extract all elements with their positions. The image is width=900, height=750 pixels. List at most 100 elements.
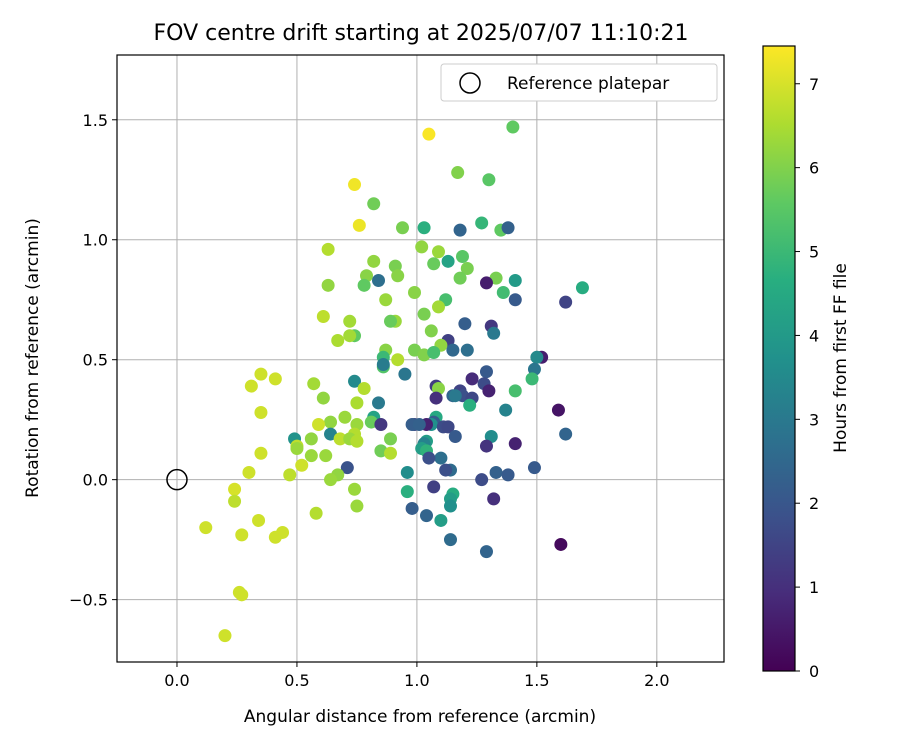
colorbar-label: Hours from first FF file [831, 263, 851, 453]
colorbar-tick-label: 1 [809, 578, 819, 597]
data-point [324, 415, 338, 429]
colorbar-tick-label: 4 [809, 326, 819, 345]
colorbar-tick-label: 7 [809, 75, 819, 94]
legend-marker-open-circle [459, 72, 481, 94]
data-point [357, 278, 371, 292]
data-point [530, 350, 544, 364]
x-tick-label: 2.0 [644, 671, 669, 690]
data-point [460, 262, 474, 276]
x-tick-label: 0.5 [284, 671, 309, 690]
data-point [340, 461, 354, 475]
data-point [441, 420, 455, 434]
x-tick-label: 0.0 [164, 671, 189, 690]
data-point [384, 446, 398, 460]
data-point [441, 254, 455, 268]
data-point [487, 492, 501, 506]
data-points [199, 120, 589, 643]
data-point [333, 432, 347, 446]
data-point [446, 343, 460, 357]
data-point [499, 403, 513, 417]
data-point [316, 391, 330, 405]
data-point [391, 353, 405, 367]
data-point [218, 629, 232, 643]
data-point [290, 441, 304, 455]
data-point [400, 465, 414, 479]
data-point [559, 427, 573, 441]
data-point [482, 173, 496, 187]
data-point [479, 276, 493, 290]
data-point [439, 463, 453, 477]
data-point [321, 242, 335, 256]
data-point [408, 343, 422, 357]
colorbar-tick-label: 5 [809, 243, 819, 262]
x-axis-ticks: 0.0 0.5 1.0 1.5 2.0 [164, 662, 670, 690]
data-point [367, 254, 381, 268]
data-point [384, 314, 398, 328]
data-point [451, 166, 465, 180]
data-point [429, 391, 443, 405]
y-axis-label: Rotation from reference (arcmin) [23, 218, 43, 498]
colorbar-gradient [762, 45, 796, 672]
x-tick-label: 1.0 [404, 671, 429, 690]
data-point [484, 429, 498, 443]
plot-frame [116, 54, 725, 663]
data-point [379, 293, 393, 307]
data-point [417, 221, 431, 235]
data-point [527, 461, 541, 475]
data-point [400, 485, 414, 499]
data-point [357, 381, 371, 395]
data-point [479, 439, 493, 453]
data-point [489, 271, 503, 285]
data-point [415, 240, 429, 254]
data-point [268, 530, 282, 544]
data-point [324, 473, 338, 487]
data-point [343, 329, 357, 343]
x-axis-label: Angular distance from reference (arcmin) [244, 707, 596, 727]
y-tick-label: −0.5 [69, 591, 108, 610]
data-point [254, 446, 268, 460]
data-point [434, 513, 448, 527]
data-point [309, 506, 323, 520]
data-point [508, 293, 522, 307]
data-point [506, 120, 520, 134]
data-point [551, 403, 565, 417]
legend-box [440, 63, 718, 102]
data-point [372, 274, 386, 288]
data-point [427, 480, 441, 494]
data-point [434, 451, 448, 465]
data-point [417, 307, 431, 321]
data-point [427, 346, 441, 360]
colorbar-tick-label: 2 [809, 494, 819, 513]
data-point [350, 499, 364, 513]
data-point [554, 537, 568, 551]
data-point [419, 509, 433, 523]
data-point [496, 286, 510, 300]
colorbar-tick-label: 6 [809, 159, 819, 178]
data-point [443, 499, 457, 513]
data-point [242, 465, 256, 479]
data-point [254, 405, 268, 419]
data-point [559, 295, 573, 309]
data-point [348, 482, 362, 496]
data-point [427, 257, 441, 271]
data-point [268, 372, 282, 386]
data-point [235, 588, 249, 602]
data-point [391, 269, 405, 283]
colorbar-ticks: 0 1 2 3 4 5 6 7 [795, 75, 819, 681]
colorbar-tick-label: 0 [809, 662, 819, 681]
data-point [312, 417, 326, 431]
data-point [424, 324, 438, 338]
data-point [525, 372, 539, 386]
data-point [348, 178, 362, 192]
data-point [453, 223, 467, 237]
data-point [448, 389, 462, 403]
data-point [367, 197, 381, 211]
y-tick-label: 0.0 [83, 471, 108, 490]
data-point [307, 377, 321, 391]
data-point [455, 250, 469, 264]
data-point [482, 384, 496, 398]
data-point [199, 521, 213, 535]
grid [117, 55, 724, 662]
data-point [283, 468, 297, 482]
data-point [352, 218, 366, 232]
